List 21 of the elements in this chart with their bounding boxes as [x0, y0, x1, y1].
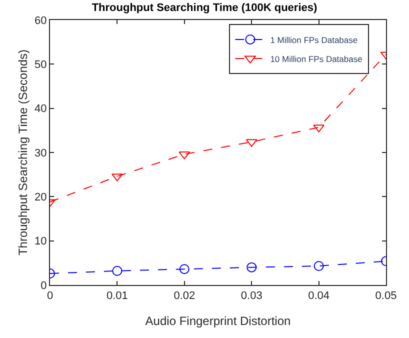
x-axis-title: Audio Fingerprint Distortion	[145, 314, 291, 328]
y-tick-label: 40	[34, 103, 47, 116]
x-tick-label: 0.02	[174, 290, 196, 302]
y-tick-label: 60	[34, 14, 47, 27]
y-tick-label: 20	[34, 192, 47, 204]
y-tick-label: 50	[34, 59, 47, 72]
y-tick-label: 10	[34, 236, 47, 248]
y-axis-title: Throughput Searching Time (Seconds)	[16, 49, 30, 256]
x-tick-label: 0.01	[106, 290, 128, 302]
y-tick-label: 30	[34, 147, 47, 160]
x-tick-label: 0.03	[240, 290, 262, 302]
chart-title: Throughput Searching Time (100K queries)	[92, 2, 318, 14]
x-tick-label: 0.05	[375, 290, 397, 302]
point	[246, 262, 257, 272]
legend-label: 10 Million FPs Database	[270, 54, 363, 64]
point	[112, 266, 122, 276]
x-tick-label: 0.04	[308, 290, 330, 302]
y-tick-label: 0	[40, 280, 47, 292]
point	[314, 261, 324, 272]
legend-label: 1 Million FPs Database	[270, 34, 358, 45]
point	[179, 264, 190, 274]
